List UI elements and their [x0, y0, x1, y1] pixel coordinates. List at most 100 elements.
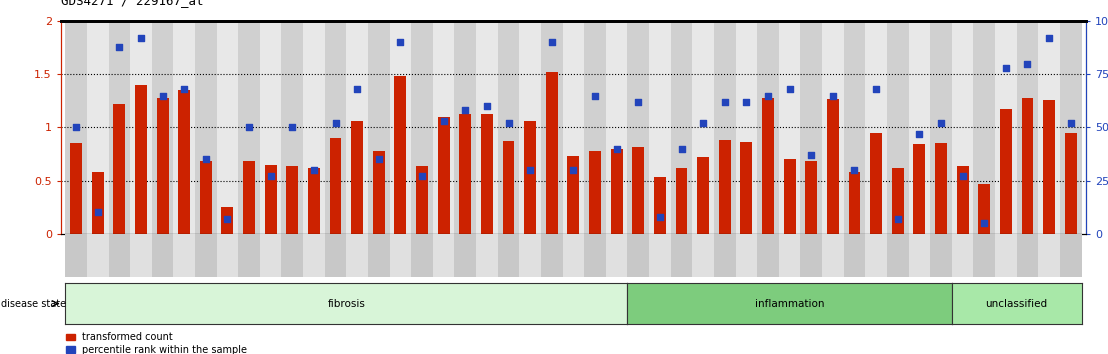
Point	[370, 156, 388, 162]
Point	[954, 173, 972, 179]
Bar	[304, 21, 325, 234]
Bar	[1038, 21, 1060, 234]
Bar	[524, 121, 536, 234]
Bar	[497, 234, 520, 277]
Bar	[260, 234, 281, 277]
Bar	[649, 234, 670, 277]
Bar	[113, 104, 125, 234]
Bar	[541, 21, 563, 234]
Bar	[714, 234, 736, 277]
Bar	[995, 234, 1017, 277]
Bar	[238, 21, 260, 234]
Point	[868, 86, 885, 92]
Bar	[692, 234, 714, 277]
Point	[673, 146, 690, 152]
Bar	[304, 234, 325, 277]
Bar	[930, 21, 952, 234]
Bar	[173, 21, 195, 234]
Bar	[670, 234, 692, 277]
Bar	[156, 98, 168, 234]
Bar	[86, 21, 109, 234]
Point	[413, 173, 431, 179]
Bar	[1060, 21, 1081, 234]
Bar	[563, 21, 584, 234]
Point	[434, 118, 452, 124]
Bar	[800, 234, 822, 277]
Text: inflammation: inflammation	[755, 298, 824, 309]
Bar	[633, 147, 644, 234]
Point	[824, 93, 842, 98]
Bar	[546, 72, 557, 234]
Point	[305, 167, 322, 173]
Point	[695, 120, 712, 126]
Bar	[779, 21, 800, 234]
Bar	[195, 21, 217, 234]
Bar	[1017, 21, 1038, 234]
Bar	[1043, 100, 1055, 234]
Point	[738, 99, 756, 105]
Bar	[1060, 234, 1081, 277]
Point	[586, 93, 604, 98]
Bar	[827, 99, 839, 234]
Bar	[281, 234, 304, 277]
Bar	[217, 234, 238, 277]
Bar	[606, 234, 627, 277]
Bar	[697, 157, 709, 234]
Bar	[178, 90, 191, 234]
Point	[89, 210, 106, 215]
Bar	[460, 114, 471, 234]
Bar	[265, 165, 277, 234]
Point	[456, 108, 474, 113]
Bar	[476, 21, 497, 234]
Bar	[520, 234, 541, 277]
Bar	[390, 21, 411, 234]
Text: fibrosis: fibrosis	[328, 298, 366, 309]
Legend: transformed count, percentile rank within the sample: transformed count, percentile rank withi…	[65, 332, 247, 354]
Bar	[589, 151, 601, 234]
Bar	[1017, 234, 1038, 277]
Bar	[281, 21, 304, 234]
Bar	[476, 234, 497, 277]
Bar	[308, 168, 320, 234]
Bar	[757, 234, 779, 277]
Bar	[173, 234, 195, 277]
Point	[175, 86, 193, 92]
Bar	[913, 144, 925, 234]
Bar	[952, 234, 974, 277]
Point	[802, 152, 820, 158]
Bar	[411, 21, 433, 234]
Point	[1040, 35, 1058, 41]
Point	[1061, 120, 1079, 126]
Bar	[843, 21, 865, 234]
Point	[629, 99, 647, 105]
Point	[543, 40, 561, 45]
Point	[845, 167, 863, 173]
Bar	[130, 21, 152, 234]
Bar	[978, 184, 991, 234]
Bar	[627, 21, 649, 234]
Bar	[822, 21, 843, 234]
Bar	[347, 234, 368, 277]
Bar	[394, 76, 407, 234]
Bar	[286, 166, 298, 234]
Bar	[886, 21, 909, 234]
Bar	[974, 234, 995, 277]
Point	[997, 65, 1015, 71]
Bar	[870, 133, 882, 234]
Bar	[930, 234, 952, 277]
Bar	[92, 172, 104, 234]
Bar	[347, 21, 368, 234]
Bar	[1038, 234, 1060, 277]
Point	[889, 216, 906, 222]
Point	[911, 131, 929, 137]
Bar	[417, 166, 428, 234]
Bar	[260, 21, 281, 234]
Bar	[909, 21, 930, 234]
Bar	[86, 234, 109, 277]
Point	[197, 156, 215, 162]
Bar	[779, 234, 800, 277]
Point	[391, 40, 409, 45]
Point	[652, 214, 669, 219]
Bar	[843, 234, 865, 277]
Bar	[892, 168, 904, 234]
